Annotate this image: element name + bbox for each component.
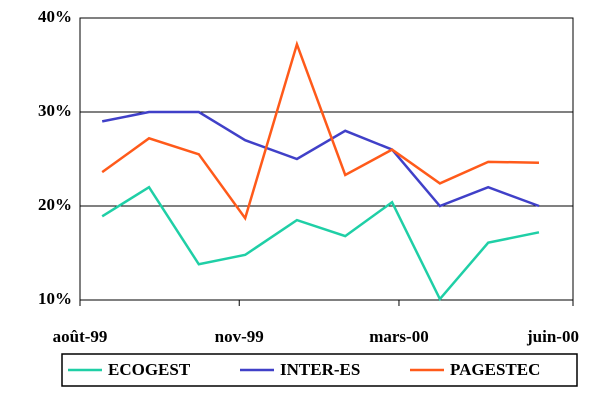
legend-label: INTER-ES (280, 360, 360, 379)
legend-box (61, 353, 578, 387)
x-tick-label: mars-00 (369, 327, 428, 346)
x-tick-label: août-99 (53, 327, 108, 346)
plot-frame (79, 17, 574, 301)
y-tick-label: 10% (38, 289, 72, 308)
y-tick-label: 40% (38, 7, 72, 26)
x-tick-label: juin-00 (526, 327, 579, 346)
line (101, 40, 540, 222)
line (101, 185, 540, 302)
legend-label: PAGESTEC (450, 360, 540, 379)
y-tick-label: 20% (38, 195, 72, 214)
legend-label: ECOGEST (108, 360, 191, 379)
x-tick-label: nov-99 (215, 327, 264, 346)
y-tick-label: 30% (38, 101, 72, 120)
line (101, 110, 540, 208)
